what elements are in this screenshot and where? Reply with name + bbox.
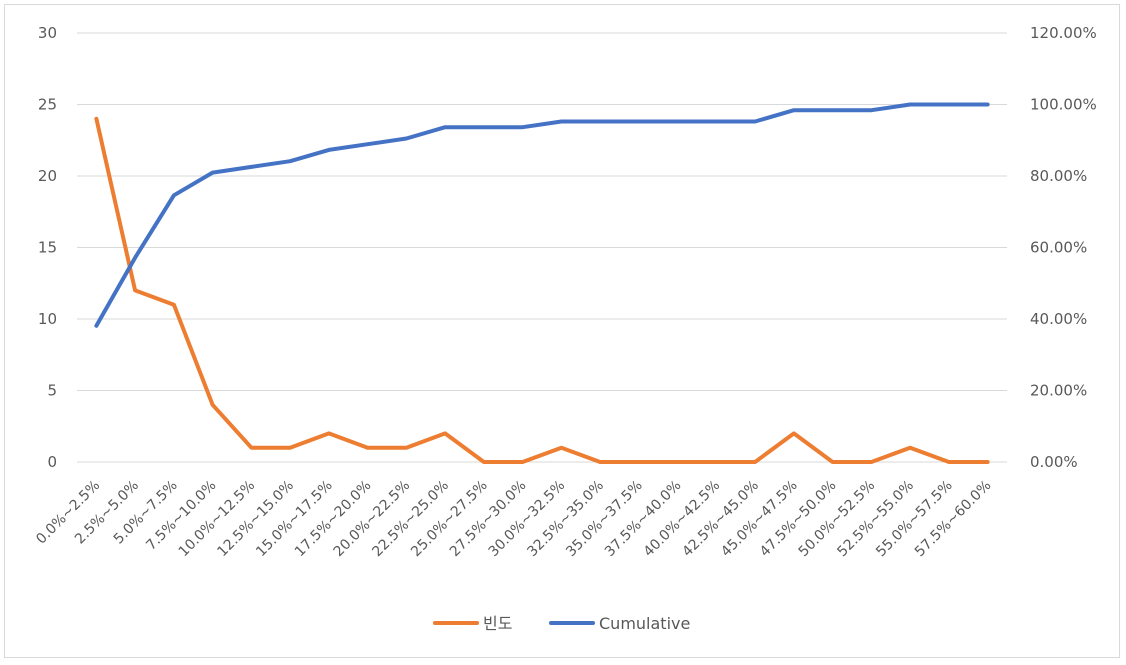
series-line-cumulative	[94, 102, 990, 328]
right-tick-label: 80.00%	[1030, 167, 1087, 185]
left-tick-label: 30	[38, 24, 57, 42]
x-axis-tick-labels: 0.0%~2.5%2.5%~5.0%5.0%~7.5%7.5%~10.0%10.…	[33, 478, 994, 561]
chart-area: 0 5 10 15 20 25 30 0.00% 20.00% 40.00% 60.00% 80.0…	[4, 4, 1120, 658]
left-tick-label: 0	[47, 453, 57, 471]
series-lines	[94, 102, 990, 464]
left-tick-label: 5	[47, 382, 57, 400]
left-tick-label: 15	[38, 239, 57, 257]
right-tick-label: 0.00%	[1030, 453, 1078, 471]
left-axis-tick-labels: 0 5 10 15 20 25 30	[38, 24, 57, 471]
right-tick-label: 100.00%	[1030, 96, 1097, 114]
series-line-frequency	[94, 116, 990, 464]
legend-label: Cumulative	[599, 614, 690, 633]
legend: 빈도 Cumulative	[433, 614, 690, 633]
gridlines	[77, 32, 1007, 463]
right-tick-label: 60.00%	[1030, 239, 1087, 257]
right-axis-tick-labels: 0.00% 20.00% 40.00% 60.00% 80.00% 100.00% 120.…	[1030, 24, 1097, 471]
right-tick-label: 20.00%	[1030, 382, 1087, 400]
right-tick-label: 40.00%	[1030, 310, 1087, 328]
chart-svg: 0 5 10 15 20 25 30 0.00% 20.00% 40.00% 60.00% 80.0…	[33, 24, 1097, 633]
left-tick-label: 20	[38, 167, 57, 185]
left-tick-label: 25	[38, 96, 57, 114]
legend-label: 빈도	[483, 614, 512, 633]
left-tick-label: 10	[38, 310, 57, 328]
right-tick-label: 120.00%	[1030, 24, 1097, 42]
